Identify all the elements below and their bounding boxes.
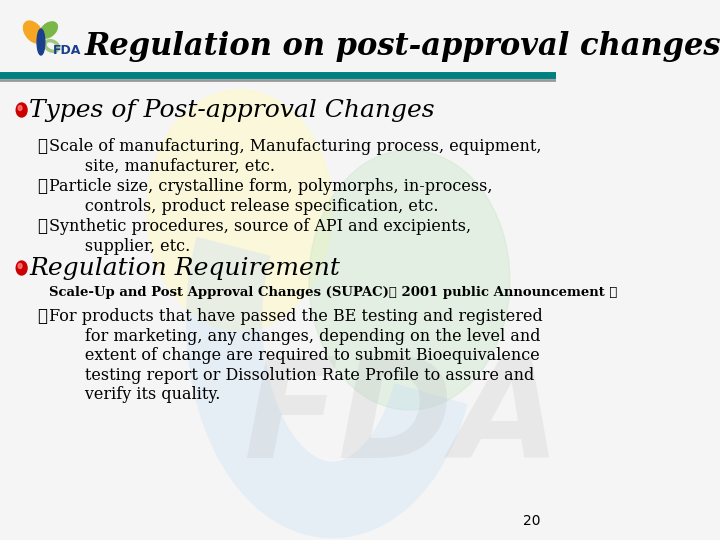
Text: Types of Post-approval Changes: Types of Post-approval Changes [30,98,435,122]
Text: Regulation on post-approval changes: Regulation on post-approval changes [85,31,720,63]
Text: Scale of manufacturing, Manufacturing process, equipment,
       site, manufactu: Scale of manufacturing, Manufacturing pr… [49,138,541,174]
Ellipse shape [37,29,45,55]
Ellipse shape [24,21,43,43]
Circle shape [18,105,22,111]
Text: ✓: ✓ [37,218,47,235]
Text: Regulation Requirement: Regulation Requirement [30,256,341,280]
Text: FDA: FDA [53,44,81,57]
Circle shape [18,264,22,268]
Text: Synthetic procedures, source of API and excipients,
       supplier, etc.: Synthetic procedures, source of API and … [49,218,471,254]
Text: ✓: ✓ [37,178,47,195]
Circle shape [17,261,27,275]
Circle shape [17,103,27,117]
Text: ✓: ✓ [37,138,47,155]
Ellipse shape [40,22,58,38]
Text: FDA: FDA [243,353,561,488]
Text: ✓: ✓ [37,308,47,325]
Circle shape [147,90,332,330]
Text: Particle size, crystalline form, polymorphs, in-process,
       controls, produc: Particle size, crystalline form, polymor… [49,178,492,214]
Text: Scale-Up and Post Approval Changes (SUPAC)（ 2001 public Announcement ）: Scale-Up and Post Approval Changes (SUPA… [49,286,617,299]
Text: For products that have passed the BE testing and registered
       for marketing: For products that have passed the BE tes… [49,308,542,403]
Text: 20: 20 [523,514,541,528]
Circle shape [309,150,510,410]
